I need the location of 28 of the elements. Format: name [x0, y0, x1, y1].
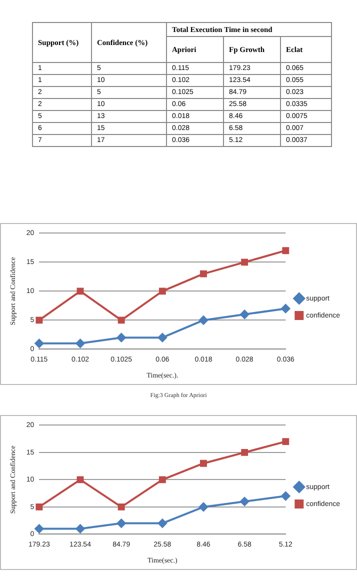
- point: [282, 247, 290, 254]
- point: [118, 503, 125, 510]
- point: [76, 288, 84, 295]
- point: [198, 502, 208, 512]
- point: [158, 476, 166, 484]
- point: [36, 316, 43, 324]
- point: [240, 310, 250, 319]
- point: [200, 270, 207, 278]
- point: [34, 338, 44, 348]
- point: [281, 492, 290, 501]
- point: [116, 333, 126, 342]
- point: [76, 524, 85, 534]
- point: [241, 258, 248, 266]
- point: [198, 316, 208, 325]
- point: [36, 503, 43, 510]
- point: [76, 476, 84, 484]
- point: [158, 333, 167, 342]
- point: [158, 288, 166, 295]
- point: [76, 338, 85, 348]
- point: [240, 497, 250, 506]
- point: [200, 460, 207, 467]
- point: [116, 518, 126, 528]
- point: [281, 304, 290, 314]
- point: [241, 448, 248, 456]
- point: [118, 316, 125, 324]
- point: [34, 524, 44, 534]
- point: [282, 438, 290, 446]
- point: [158, 518, 167, 528]
